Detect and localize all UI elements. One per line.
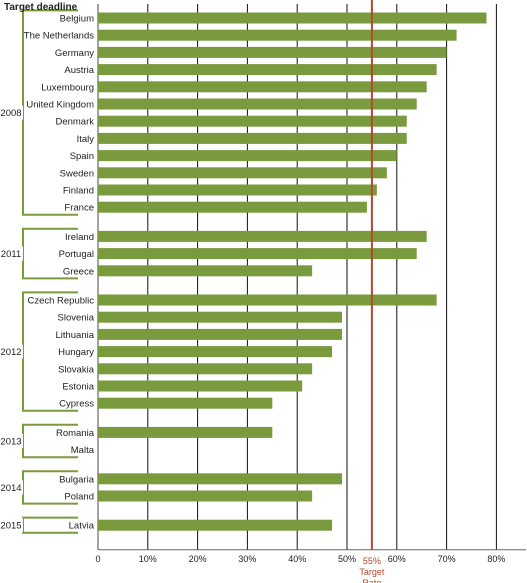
country-label: Ireland — [65, 232, 94, 243]
country-label: Slovenia — [58, 313, 95, 324]
country-label: Finland — [63, 186, 94, 197]
country-label: Czech Republic — [27, 296, 94, 307]
country-label: Denmark — [55, 117, 94, 128]
target-label: Rate — [362, 578, 381, 583]
year-label-bg — [1, 518, 23, 533]
country-label: Slovakia — [58, 364, 95, 375]
bar — [98, 346, 333, 358]
x-tick-label: 20% — [189, 554, 207, 564]
bars — [98, 12, 487, 531]
bar — [98, 167, 387, 179]
year-label-bg — [1, 105, 23, 120]
year-label: 2015 — [0, 521, 21, 532]
year-label-bg — [1, 480, 23, 495]
bar — [98, 490, 313, 502]
bar — [98, 115, 407, 127]
year-label: 2012 — [0, 347, 21, 358]
bar — [98, 46, 447, 58]
bar — [98, 363, 313, 375]
country-label: United Kingdom — [26, 100, 94, 111]
country-label: The Netherlands — [24, 31, 94, 42]
target-label: Target — [359, 567, 385, 577]
country-label: Estonia — [62, 382, 94, 393]
x-tick-label: 10% — [139, 554, 157, 564]
bar — [98, 328, 343, 340]
bar — [98, 426, 273, 438]
country-label: Portugal — [59, 249, 94, 260]
year-label: 2014 — [0, 483, 21, 494]
bar — [98, 184, 377, 196]
country-label: Spain — [70, 151, 94, 162]
bar — [98, 473, 343, 485]
country-label: Poland — [64, 492, 94, 503]
x-axis-ticks: 0 10% 20% 30% 40% 50% 60% 70% 80% — [95, 554, 505, 564]
bar — [98, 380, 303, 392]
x-tick-label: 80% — [487, 554, 505, 564]
bar — [98, 64, 437, 76]
bar — [98, 248, 417, 260]
x-tick-label: 0 — [95, 554, 100, 564]
country-label: Hungary — [58, 347, 94, 358]
target-label: 55% — [363, 556, 381, 566]
year-label: 2011 — [1, 249, 21, 260]
country-label: Luxembourg — [41, 82, 94, 93]
x-tick-label: 40% — [288, 554, 306, 564]
bar — [98, 265, 313, 277]
country-label: Greece — [63, 266, 94, 277]
bar — [98, 98, 417, 110]
country-label: Lithuania — [55, 330, 94, 341]
bar — [98, 29, 457, 41]
country-label: Sweden — [60, 168, 94, 179]
bar — [98, 12, 487, 24]
year-label: 2013 — [0, 437, 21, 448]
bar — [98, 132, 407, 144]
country-label: Latvia — [69, 521, 95, 532]
x-tick-label: 60% — [388, 554, 406, 564]
year-groups: 2008 2011 2012 2013 2014 2015 — [0, 9, 78, 534]
x-tick-label: 50% — [338, 554, 356, 564]
year-label: 2008 — [0, 108, 21, 119]
country-label: Romania — [56, 428, 95, 439]
bar — [98, 150, 397, 162]
year-label-bg — [1, 246, 23, 261]
bar — [98, 294, 437, 306]
bar — [98, 311, 343, 323]
bar — [98, 81, 427, 93]
grid-lines — [97, 4, 526, 551]
chart-title: Target deadline — [4, 2, 78, 13]
country-label: France — [64, 203, 94, 214]
country-label: Cypress — [59, 399, 94, 410]
country-label: Belgium — [60, 14, 94, 25]
country-label: Malta — [71, 445, 95, 456]
country-label: Germany — [55, 48, 94, 59]
year-label-bg — [1, 434, 23, 448]
country-label: Austria — [64, 65, 94, 76]
bar — [98, 201, 367, 213]
bar — [98, 397, 273, 409]
x-tick-label: 30% — [238, 554, 256, 564]
bar — [98, 519, 333, 531]
year-label-bg — [1, 344, 23, 359]
country-label: Bulgaria — [59, 474, 95, 485]
country-labels: Belgium The Netherlands Germany Austria Luxe… — [24, 14, 95, 532]
country-label: Italy — [77, 134, 95, 145]
x-tick-label: 70% — [438, 554, 456, 564]
bar — [98, 230, 427, 242]
